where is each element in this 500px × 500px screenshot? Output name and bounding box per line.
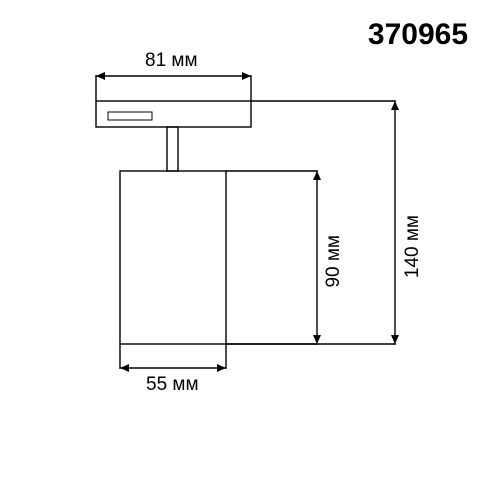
diagram-svg	[0, 0, 500, 500]
dim-body-height-label: 90 мм	[323, 235, 345, 288]
dim-top-width-label: 81 мм	[145, 50, 198, 72]
dim-bottom-width-label: 55 мм	[146, 374, 199, 396]
dim-total-height-label: 140 мм	[402, 215, 424, 278]
diagram-stage	[0, 0, 500, 500]
